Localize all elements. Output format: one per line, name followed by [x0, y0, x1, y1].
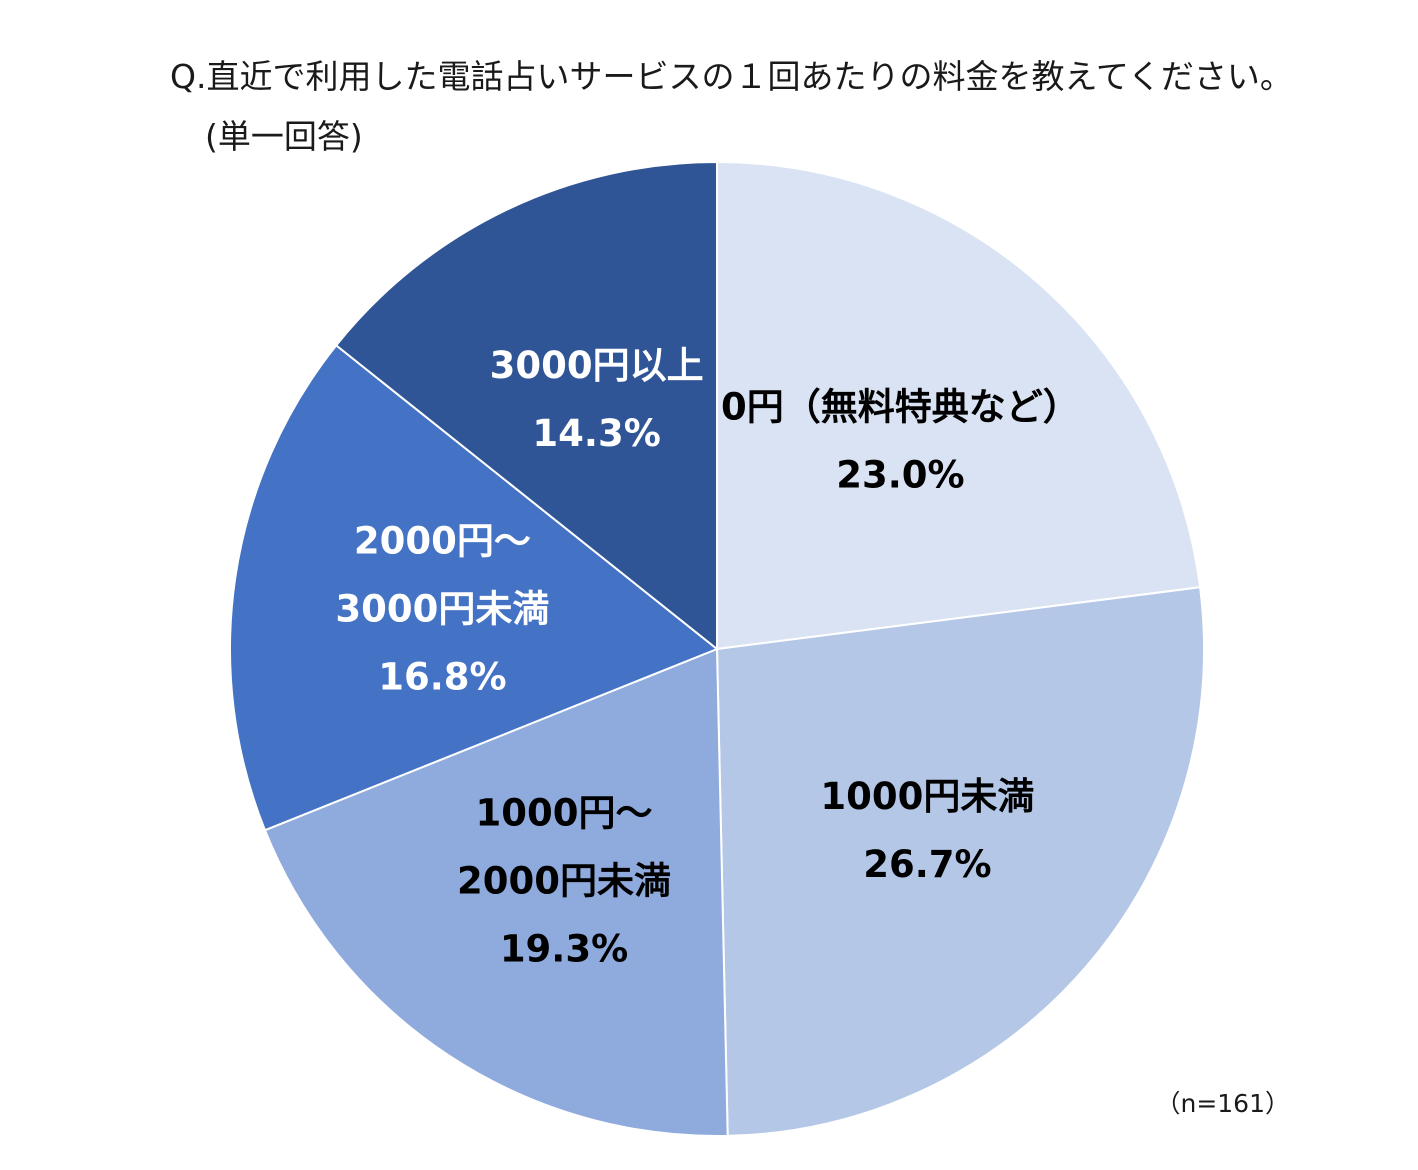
- slice-value-label: 14.3%: [532, 412, 660, 455]
- slice-label-2: 1000円～ 2000円未満 19.3%: [457, 792, 671, 971]
- slice-category-label: 3000円以上: [490, 344, 704, 387]
- chart-subtitle: (単一回答): [205, 117, 363, 156]
- slice-label-1: 1000円未満 26.7%: [820, 775, 1034, 886]
- slice-category-label: 1000円～: [476, 792, 653, 835]
- pie-slices: [229, 160, 1205, 1137]
- pie-labels: 0円（無料特典など） 23.0% 1000円未満 26.7% 1000円～ 2000円未満…: [335, 344, 1079, 971]
- slice-label-3: 2000円～ 3000円未満 16.8%: [335, 520, 549, 699]
- slice-value-label: 19.3%: [500, 928, 628, 971]
- slice-label-0: 0円（無料特典など） 23.0%: [721, 386, 1080, 497]
- pie-slice-4: [334, 160, 718, 652]
- slice-category-label: 1000円未満: [820, 775, 1034, 818]
- chart-title: Q.直近で利用した電話占いサービスの１回あたりの料金を教えてください。: [170, 57, 1293, 96]
- pie-slice-3: [229, 343, 719, 832]
- slice-category-label: 3000円未満: [335, 588, 549, 631]
- slice-value-label: 26.7%: [863, 843, 991, 886]
- slice-category-label: 0円（無料特典など）: [721, 386, 1080, 429]
- slice-label-4: 3000円以上 14.3%: [490, 344, 704, 455]
- pie-slice-0: [716, 160, 1202, 651]
- slice-value-label: 16.8%: [378, 656, 506, 699]
- slice-category-label: 2000円未満: [457, 860, 671, 903]
- sample-size-note: （n=161）: [1155, 1089, 1290, 1118]
- pie-slice-2: [263, 647, 729, 1137]
- pie-slice-1: [715, 586, 1205, 1137]
- slice-value-label: 23.0%: [836, 454, 964, 497]
- slice-category-label: 2000円～: [354, 520, 531, 563]
